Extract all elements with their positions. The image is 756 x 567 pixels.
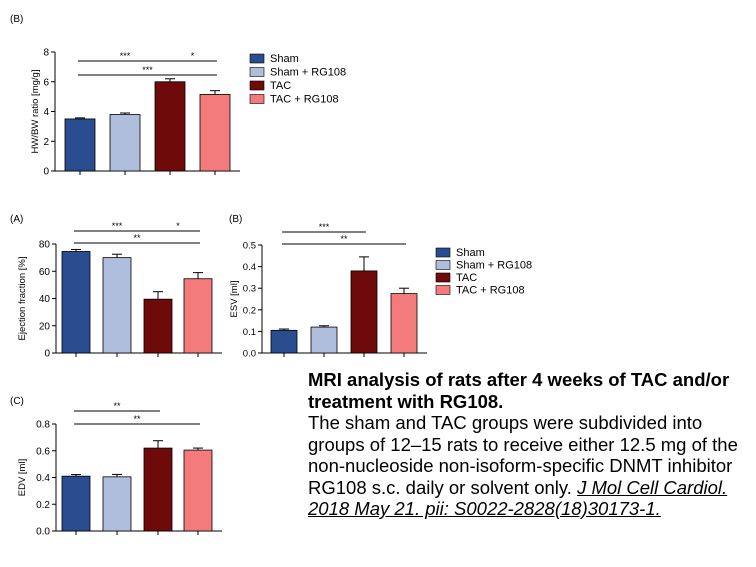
bar-sham-rg108 bbox=[102, 257, 132, 354]
y-tick-label: 20 bbox=[39, 321, 51, 332]
bar-tac-rg108 bbox=[390, 293, 418, 354]
figure-caption: MRI analysis of rats after 4 weeks of TA… bbox=[308, 369, 753, 520]
y-axis-label: ESV [ml] bbox=[229, 281, 240, 318]
caption-title: MRI analysis of rats after 4 weeks of TA… bbox=[308, 369, 730, 412]
y-tick-label: 60 bbox=[39, 267, 51, 278]
y-tick-label: 0.2 bbox=[243, 305, 256, 316]
significance-label: * bbox=[191, 51, 195, 61]
legend-swatch bbox=[435, 285, 451, 295]
y-tick-label: 0.2 bbox=[36, 500, 50, 511]
legend-label: TAC + RG108 bbox=[270, 94, 339, 106]
y-axis-label: Ejection fraction [%] bbox=[17, 257, 28, 341]
y-tick-label: 0.4 bbox=[243, 262, 256, 273]
legend-label: Sham bbox=[270, 53, 299, 65]
bar-sham-rg108 bbox=[102, 476, 132, 532]
citation-link[interactable]: J Mol Cell Cardiol. 2018 May 21. pii: S0… bbox=[308, 476, 728, 520]
y-tick-label: 0.3 bbox=[243, 284, 256, 295]
legend-label: Sham bbox=[456, 247, 485, 259]
significance-label: ** bbox=[340, 234, 348, 244]
legend-label: TAC bbox=[270, 80, 291, 92]
y-tick-label: 0.4 bbox=[36, 473, 50, 484]
bar-tac-rg108 bbox=[183, 449, 213, 532]
y-axis-label: HW/BW ratio [mg/g] bbox=[30, 70, 41, 154]
y-tick-label: 6 bbox=[43, 77, 49, 88]
y-tick-label: 0.5 bbox=[243, 241, 256, 252]
bar-sham bbox=[61, 251, 91, 354]
y-tick-label: 8 bbox=[43, 48, 49, 59]
y-tick-label: 4 bbox=[43, 107, 49, 118]
legend-swatch bbox=[249, 53, 265, 64]
y-tick-label: 0 bbox=[43, 167, 49, 178]
bar-sham bbox=[270, 329, 298, 354]
legend-label: TAC + RG108 bbox=[456, 285, 525, 297]
panel-label: (B) bbox=[10, 14, 23, 25]
legend-swatch bbox=[435, 260, 451, 270]
significance-label: *** bbox=[319, 222, 330, 232]
y-tick-label: 0.0 bbox=[243, 349, 256, 360]
bar-sham-rg108 bbox=[310, 326, 338, 354]
legend-swatch bbox=[435, 247, 451, 258]
bar-tac-rg108 bbox=[199, 93, 231, 172]
significance-label: ** bbox=[133, 414, 141, 424]
y-tick-label: 40 bbox=[39, 294, 51, 305]
caption-body: The sham and TAC groups were subdivided … bbox=[308, 412, 738, 498]
y-axis-label: EDV [ml] bbox=[17, 459, 28, 496]
legend-label: TAC bbox=[456, 272, 477, 284]
bar-tac bbox=[143, 298, 173, 354]
significance-label: *** bbox=[142, 65, 153, 75]
y-tick-label: 0.1 bbox=[243, 327, 256, 338]
bar-sham bbox=[61, 475, 91, 532]
y-tick-label: 0.0 bbox=[36, 527, 50, 538]
panel-label: (C) bbox=[10, 396, 24, 407]
legend-label: Sham + RG108 bbox=[456, 260, 532, 272]
bar-tac-rg108 bbox=[183, 278, 213, 354]
y-tick-label: 0 bbox=[44, 349, 50, 360]
bar-sham-rg108 bbox=[109, 114, 141, 172]
legend-swatch bbox=[435, 272, 451, 283]
legend-swatch bbox=[249, 94, 265, 104]
legend-swatch bbox=[249, 80, 265, 91]
significance-label: *** bbox=[112, 221, 123, 231]
legend-swatch bbox=[249, 67, 265, 77]
y-tick-label: 0.6 bbox=[36, 446, 50, 457]
legend-label: Sham + RG108 bbox=[270, 67, 346, 79]
bar-tac bbox=[154, 81, 186, 172]
significance-label: ** bbox=[113, 401, 121, 411]
significance-label: *** bbox=[120, 51, 131, 61]
y-tick-label: 0.8 bbox=[36, 420, 50, 431]
bar-sham bbox=[64, 118, 96, 172]
y-tick-label: 2 bbox=[43, 137, 49, 148]
y-tick-label: 80 bbox=[39, 240, 51, 251]
bar-tac bbox=[143, 447, 173, 532]
significance-label: ** bbox=[133, 233, 141, 243]
bar-tac bbox=[350, 270, 378, 354]
panel-label: (B) bbox=[229, 214, 242, 225]
chart-panel-4: (C) 0.0 0.2 0.4 0.6 0.8 EDV [ml] ** ** bbox=[10, 396, 222, 538]
panel-label: (A) bbox=[10, 214, 23, 225]
significance-label: * bbox=[176, 221, 180, 231]
